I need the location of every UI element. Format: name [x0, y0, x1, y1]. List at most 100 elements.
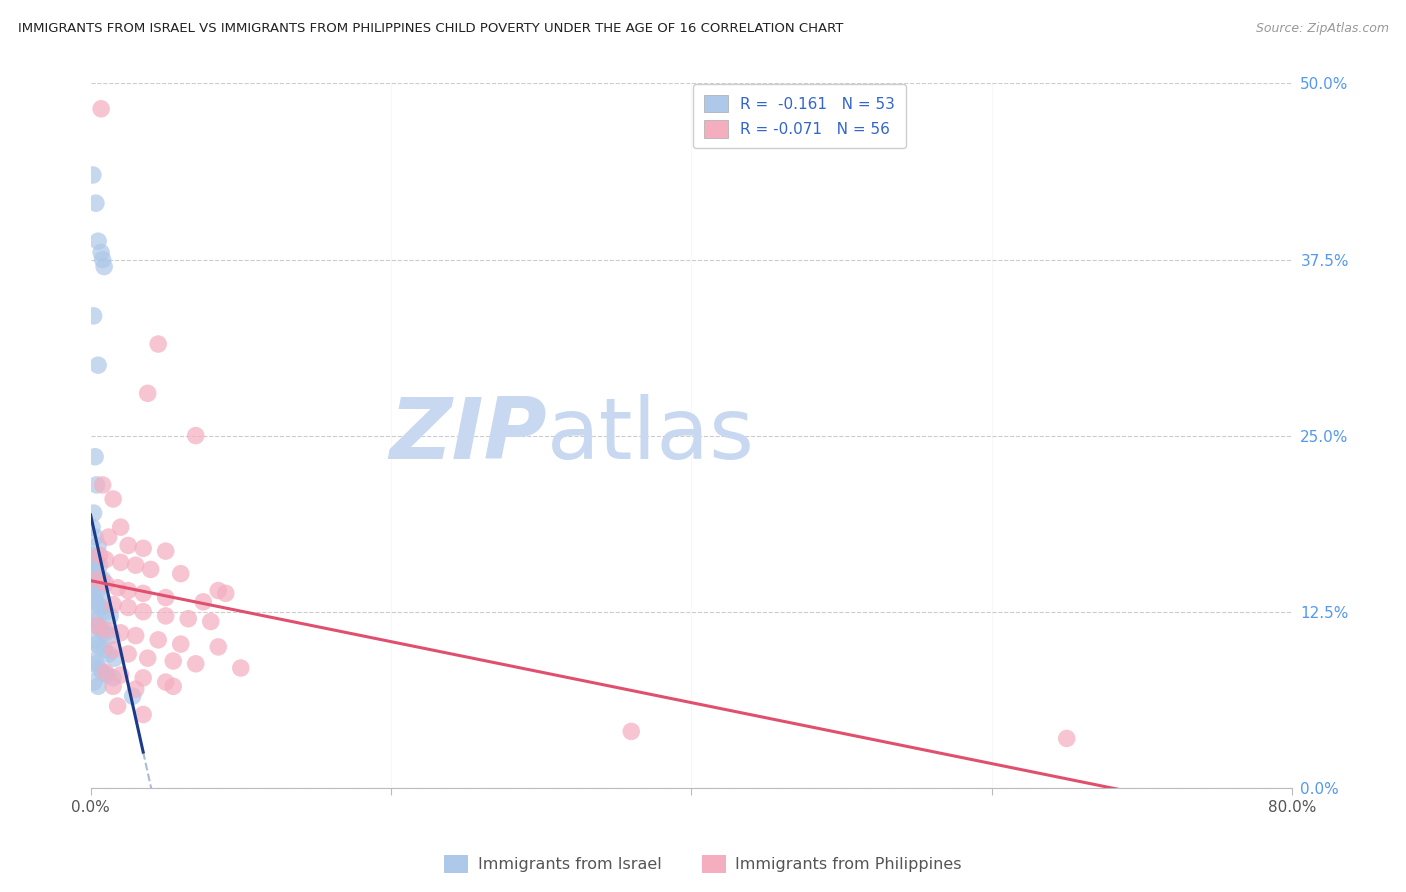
Point	[94, 625, 117, 640]
Point	[117, 647, 139, 661]
Point	[184, 428, 207, 442]
Point	[104, 651, 127, 665]
Point	[86, 478, 108, 492]
Point	[87, 539, 110, 553]
Point	[117, 600, 139, 615]
Point	[132, 586, 155, 600]
Point	[83, 675, 105, 690]
Point	[82, 591, 104, 605]
Text: IMMIGRANTS FROM ISRAEL VS IMMIGRANTS FROM PHILIPPINES CHILD POVERTY UNDER THE AG: IMMIGRANTS FROM ISRAEL VS IMMIGRANTS FRO…	[18, 22, 844, 36]
Point	[94, 605, 117, 619]
Point	[86, 555, 108, 569]
Point	[97, 647, 120, 661]
Point	[132, 541, 155, 556]
Text: atlas: atlas	[547, 394, 755, 477]
Point	[155, 544, 177, 558]
Point	[215, 586, 238, 600]
Point	[83, 632, 105, 647]
Point	[89, 549, 111, 563]
Point	[101, 491, 124, 506]
Point	[148, 337, 170, 351]
Point	[101, 671, 124, 685]
Point	[101, 642, 124, 657]
Point	[86, 619, 108, 633]
Point	[162, 654, 184, 668]
Point	[207, 640, 229, 654]
Point	[155, 675, 177, 690]
Point	[155, 591, 177, 605]
Point	[136, 651, 159, 665]
Point	[86, 583, 108, 598]
Point	[87, 619, 110, 633]
Point	[170, 637, 193, 651]
Point	[82, 562, 104, 576]
Point	[90, 102, 112, 116]
Point	[84, 595, 107, 609]
Point	[84, 530, 107, 544]
Point	[155, 608, 177, 623]
Point	[96, 668, 118, 682]
Point	[124, 558, 146, 573]
Y-axis label: Child Poverty Under the Age of 16: Child Poverty Under the Age of 16	[0, 299, 7, 573]
Point	[184, 657, 207, 671]
Point	[89, 586, 111, 600]
Point	[91, 252, 114, 267]
Legend: R =  -0.161   N = 53, R = -0.071   N = 56: R = -0.161 N = 53, R = -0.071 N = 56	[693, 84, 905, 148]
Point	[87, 569, 110, 583]
Point	[620, 724, 643, 739]
Point	[82, 612, 104, 626]
Point	[84, 566, 107, 581]
Point	[82, 654, 104, 668]
Point	[87, 679, 110, 693]
Point	[93, 642, 115, 657]
Point	[132, 707, 155, 722]
Point	[101, 598, 124, 612]
Point	[139, 562, 162, 576]
Point	[121, 689, 143, 703]
Point	[82, 520, 104, 534]
Point	[117, 539, 139, 553]
Point	[93, 260, 115, 274]
Point	[229, 661, 252, 675]
Point	[91, 478, 114, 492]
Point	[148, 632, 170, 647]
Point	[90, 623, 112, 637]
Point	[84, 196, 107, 211]
Point	[94, 552, 117, 566]
Point	[107, 699, 129, 714]
Point	[87, 358, 110, 372]
Point	[200, 615, 222, 629]
Point	[132, 671, 155, 685]
Point	[87, 234, 110, 248]
Point	[124, 629, 146, 643]
Point	[82, 576, 104, 591]
Legend: Immigrants from Israel, Immigrants from Philippines: Immigrants from Israel, Immigrants from …	[439, 848, 967, 880]
Point	[110, 625, 132, 640]
Point	[91, 572, 114, 586]
Point	[82, 549, 104, 563]
Point	[124, 682, 146, 697]
Point	[84, 615, 107, 629]
Point	[83, 506, 105, 520]
Point	[110, 555, 132, 569]
Point	[170, 566, 193, 581]
Point	[98, 608, 121, 623]
Point	[110, 668, 132, 682]
Point	[90, 245, 112, 260]
Point	[193, 595, 215, 609]
Point	[87, 572, 110, 586]
Point	[86, 637, 108, 651]
Point	[82, 168, 104, 182]
Point	[117, 583, 139, 598]
Point	[83, 309, 105, 323]
Point	[1056, 731, 1078, 746]
Point	[87, 661, 110, 675]
Point	[91, 665, 114, 680]
Point	[110, 520, 132, 534]
Text: Source: ZipAtlas.com: Source: ZipAtlas.com	[1256, 22, 1389, 36]
Point	[94, 665, 117, 680]
Point	[83, 581, 105, 595]
Point	[100, 629, 122, 643]
Point	[84, 657, 107, 671]
Point	[89, 558, 111, 573]
